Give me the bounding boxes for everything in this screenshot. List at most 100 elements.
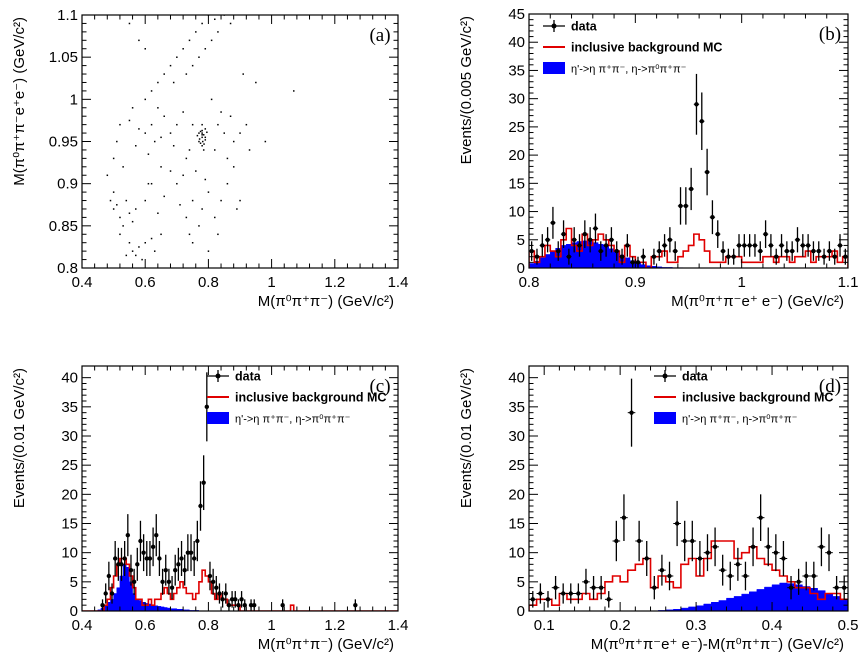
scatter-point: [293, 90, 295, 92]
scatter-point: [144, 132, 146, 134]
data-marker: [201, 480, 206, 485]
data-point: [160, 568, 165, 595]
data-point: [173, 554, 178, 586]
plot-frame: [81, 14, 399, 269]
data-point: [157, 541, 162, 576]
scatter-point: [226, 182, 229, 185]
scatter-point: [160, 233, 162, 236]
panel-a: 0.4 0.6 0.8 1 1.2 1.4 0.8 0.85 0.9 0.95 1 1.05 1.1 M(…: [11, 7, 408, 310]
x-tick-label: 0.4: [762, 617, 783, 634]
signal-mc-histogram: [529, 582, 848, 611]
data-point: [802, 561, 811, 591]
scatter-point: [188, 39, 191, 42]
y-tick-label: 0.8: [57, 260, 78, 277]
data-point: [592, 213, 599, 244]
data-point: [122, 541, 127, 576]
data-marker: [561, 231, 566, 237]
data-marker: [731, 254, 736, 259]
data-marker: [636, 538, 642, 544]
data-marker: [166, 579, 172, 585]
y-tick-label: 5: [517, 232, 525, 249]
data-point: [731, 248, 737, 265]
data-point: [699, 92, 705, 151]
scatter-point: [182, 174, 184, 177]
scatter-point: [201, 208, 203, 210]
scatter-point: [204, 48, 207, 50]
data-point: [718, 554, 727, 586]
x-tick-label: 1.4: [388, 274, 409, 291]
scatter-point: [169, 64, 172, 67]
data-marker: [144, 556, 149, 561]
data-point: [191, 541, 197, 576]
y-tick-label: 25: [61, 457, 78, 474]
x-tick-label: 0.8: [198, 274, 219, 291]
data-point: [825, 534, 833, 572]
scatter-point: [185, 216, 188, 219]
data-point: [147, 541, 153, 576]
y-tick-label: 10: [508, 545, 525, 562]
data-point: [768, 234, 774, 257]
scatter-point: [131, 250, 134, 252]
data-point: [725, 248, 732, 265]
data-marker: [545, 597, 551, 602]
y-tick-label: 30: [508, 91, 525, 108]
data-marker: [752, 243, 758, 248]
data-point: [826, 241, 833, 261]
y-tick-label: 25: [508, 119, 525, 136]
scatter-point: [160, 136, 162, 139]
data-marker: [226, 602, 232, 608]
y-tick-label: 15: [508, 516, 525, 533]
data-marker: [635, 260, 641, 265]
data-point: [226, 599, 232, 611]
data-marker: [598, 585, 604, 590]
data-point: [757, 241, 763, 261]
data-marker: [239, 597, 244, 602]
x-tick-label: 0.9: [625, 274, 646, 291]
legend-item: data: [543, 20, 598, 34]
data-point: [746, 234, 753, 257]
scatter-point: [176, 123, 178, 126]
data-marker: [576, 591, 581, 596]
data-point: [650, 576, 659, 600]
data-marker: [195, 538, 200, 544]
data-marker: [280, 602, 285, 608]
data-marker: [726, 254, 731, 259]
scatter-point: [135, 254, 137, 257]
data-point: [536, 583, 545, 604]
scatter-point: [264, 140, 267, 143]
data-marker: [644, 556, 649, 561]
data-point: [711, 527, 719, 567]
scatter-point: [217, 31, 219, 33]
scatter-point: [191, 64, 194, 67]
scatter-point: [172, 145, 175, 147]
data-point: [280, 599, 285, 611]
data-marker: [821, 254, 827, 259]
data-marker: [795, 237, 800, 242]
scatter-point: [157, 212, 159, 214]
data-marker: [553, 585, 558, 590]
data-marker: [252, 602, 257, 608]
data-marker: [182, 567, 187, 573]
scatter-point: [112, 157, 115, 160]
scatter-point: [128, 22, 131, 25]
data-point: [848, 548, 856, 581]
data-point: [116, 547, 121, 581]
scatter-point: [150, 237, 153, 240]
scatter-point: [220, 199, 222, 202]
scatter-point: [188, 149, 191, 151]
data-point: [736, 234, 742, 257]
scatter-point: [147, 182, 150, 185]
data-point: [661, 234, 668, 257]
data-point: [620, 494, 628, 541]
scatter-point: [150, 90, 153, 92]
scatter-point: [157, 81, 159, 84]
data-marker: [198, 503, 203, 509]
data-marker: [100, 602, 105, 608]
scatter-point: [210, 39, 213, 42]
scatter-point: [112, 208, 115, 210]
data-marker: [773, 550, 779, 555]
data-marker: [805, 243, 811, 248]
scatter-point: [207, 250, 210, 252]
data-point: [550, 206, 556, 239]
